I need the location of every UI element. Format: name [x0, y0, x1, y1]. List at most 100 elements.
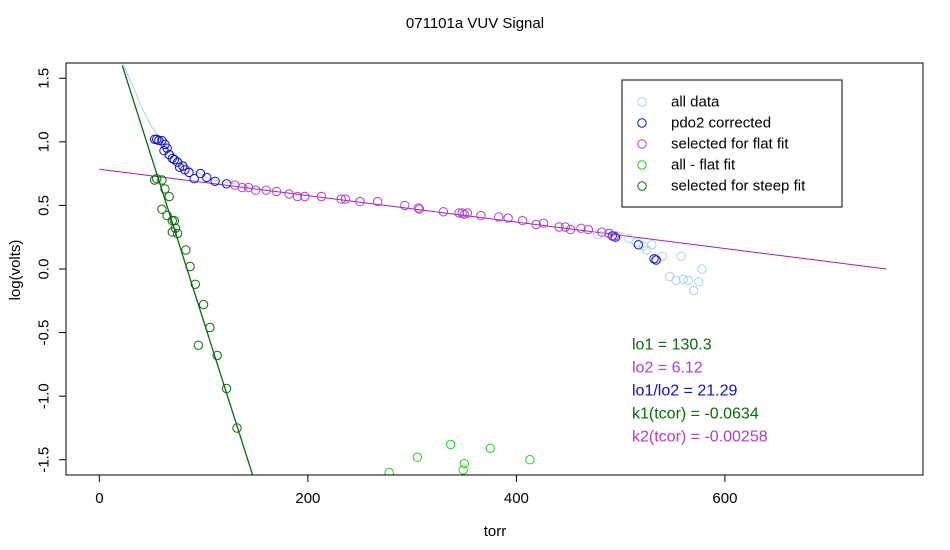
all-flat-fit-point: [459, 458, 469, 469]
all-flat-fit-point: [458, 465, 468, 475]
all-data-point: [671, 275, 681, 286]
annotation-text: lo1 = 130.3: [632, 337, 712, 354]
legend-label: selected for flat fit: [671, 136, 789, 153]
all-data-point: [683, 275, 694, 286]
legend: all data pdo2 corrected selected for flat …: [621, 79, 843, 208]
pdo2-corrected-point: [195, 168, 206, 179]
selected-for-steep-fit-point: [221, 383, 232, 394]
all-flat-fit-point: [412, 452, 422, 462]
selected-for-flat-fit-point: [565, 224, 576, 235]
selected-for-flat-fit-point: [414, 204, 425, 214]
selected-for-flat-fit-point: [373, 196, 383, 207]
selected-for-flat-fit-point: [597, 227, 607, 237]
y-axis-label: log(volts): [7, 240, 24, 301]
legend-marker: [637, 97, 647, 107]
selected-for-flat-fit-point: [438, 207, 449, 217]
selected-for-steep-fit-point: [169, 216, 180, 226]
selected-for-steep-fit-point: [164, 191, 174, 202]
selected-for-flat-fit-point: [237, 182, 247, 193]
selected-for-flat-fit-point: [604, 228, 614, 239]
all-data-point: [612, 231, 623, 241]
y-tick-label: 0.0: [36, 259, 53, 280]
y-tick-label: 0.5: [36, 195, 53, 216]
annotation-text: k2(tcor) = -0.00258: [632, 429, 768, 446]
legend-label: selected for steep fit: [671, 178, 806, 195]
y-tick-label: 1.0: [36, 131, 53, 152]
selected-for-steep-fit-point: [232, 423, 242, 433]
annotation-text: lo2 = 6.12: [632, 360, 703, 377]
selected-for-steep-fit-point: [162, 210, 172, 221]
all-flat-fit-point: [384, 467, 394, 475]
selected-for-flat-fit-point: [355, 196, 365, 207]
selected-for-steep-fit-point: [149, 175, 160, 185]
selected-for-steep-fit-point: [198, 299, 209, 310]
plot-clip-group: [99, 63, 887, 475]
y-tick-label: -0.5: [36, 320, 53, 346]
selected-for-flat-fit-point: [300, 191, 310, 202]
legend-label: all - flat fit: [671, 157, 736, 174]
selected-for-flat-fit-point: [576, 223, 586, 234]
x-tick-label: 600: [712, 490, 737, 507]
selected-for-flat-fit-point: [292, 191, 303, 202]
selected-for-flat-fit-point: [284, 189, 294, 199]
y-tick-label: -1.5: [36, 447, 53, 473]
legend-label: all data: [671, 94, 720, 111]
y-tick-label: -1.0: [36, 383, 53, 409]
annotation-text: lo1/lo2 = 21.29: [632, 383, 738, 400]
legend-marker: [637, 181, 647, 191]
pdo2-corrected-point: [202, 172, 212, 183]
selected-for-flat-fit-point: [609, 231, 620, 241]
selected-for-flat-fit-point: [271, 186, 282, 197]
selected-for-flat-fit-point: [400, 200, 410, 211]
x-axis-label: torr: [484, 523, 507, 540]
x-tick-label: 0: [95, 490, 103, 507]
all-data-point: [697, 264, 707, 274]
all-flat-fit-point: [525, 455, 535, 465]
selected-for-steep-fit-point: [157, 204, 167, 214]
legend-label: pdo2 corrected: [671, 115, 771, 132]
all-flat-fit-point: [446, 439, 456, 450]
selected-for-steep-fit-point: [157, 175, 167, 185]
selected-for-steep-fit-point: [167, 227, 178, 237]
selected-for-steep-fit-point: [193, 340, 204, 350]
all-data-point: [642, 245, 652, 255]
selected-for-flat-fit-point: [316, 191, 327, 202]
selected-for-flat-fit-point: [413, 203, 424, 213]
pdo2-corrected-point: [633, 240, 644, 250]
all-data-point: [631, 237, 641, 248]
annotation-text: k1(tcor) = -0.0634: [632, 406, 759, 423]
all-data-point: [676, 251, 686, 261]
x-tick-label: 400: [504, 490, 529, 507]
pdo2-corrected-point: [649, 254, 659, 264]
legend-marker: [637, 139, 647, 149]
selected-for-flat-fit-point: [583, 224, 593, 235]
pdo2-corrected-point: [651, 255, 661, 265]
selected-for-steep-fit-point: [212, 350, 222, 361]
selected-for-steep-fit-point: [185, 261, 195, 272]
selected-for-steep-fit-point: [152, 174, 162, 184]
all-data-point: [688, 285, 699, 296]
pdo2-corrected-point: [189, 174, 199, 184]
pdo2-corrected-point: [152, 134, 162, 145]
axes: 0 200 400 600 -1.5 -1.0 -0.5 0.0 0.5 1.0 1.5: [36, 62, 924, 507]
x-tick-label: 200: [295, 490, 320, 507]
all-data-point: [624, 233, 634, 244]
legend-marker: [637, 118, 647, 128]
selected-for-flat-fit-point: [462, 208, 473, 218]
pdo2-corrected-point: [184, 167, 194, 178]
selected-for-steep-fit-point: [181, 245, 191, 255]
all-data-point: [694, 277, 704, 287]
selected-for-steep-fit-point: [160, 184, 170, 194]
all-flat-fit-point: [485, 443, 495, 453]
selected-for-flat-fit-point: [340, 194, 351, 204]
selected-for-flat-fit-point: [531, 219, 541, 230]
selected-for-flat-fit-point: [261, 185, 271, 195]
plot-area: [99, 63, 887, 475]
all-data-point: [665, 271, 675, 282]
selected-for-flat-fit-point: [517, 216, 528, 226]
chart-title: 071101a VUV Signal: [406, 15, 544, 32]
pdo2-corrected-point: [169, 154, 180, 165]
selected-for-flat-fit-point: [554, 222, 564, 232]
annotations: lo1 = 130.3 lo2 = 6.12 lo1/lo2 = 21.29 k1(t…: [632, 337, 768, 446]
